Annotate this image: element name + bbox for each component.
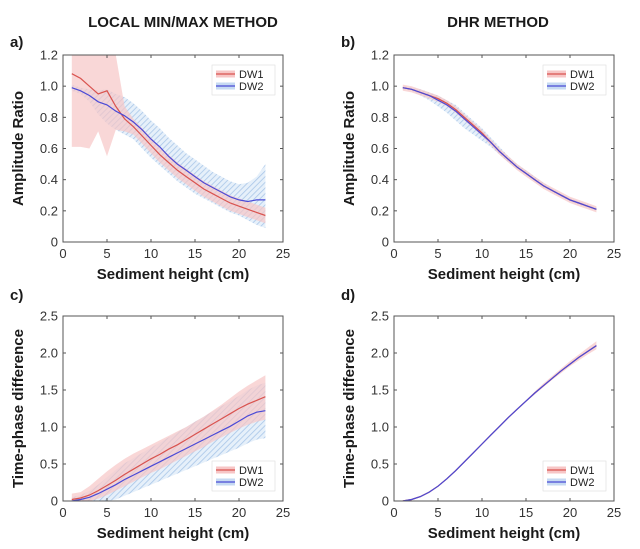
panel-label: c) (10, 287, 23, 304)
y-tick-label: 1.5 (40, 383, 58, 398)
x-axis-label: Sediment height (cm) (428, 266, 581, 283)
legend-label-dw1: DW1 (239, 69, 263, 81)
y-axis-label: Amplitude Ratio (10, 91, 27, 206)
x-axis-label: Sediment height (cm) (97, 525, 250, 542)
legend-label-dw2: DW2 (239, 81, 263, 93)
panel-a: 0 5 10 15 20 25 0 0.2 0.4 0.6 0.8 1.0 1.2 Sediment he… (10, 34, 290, 283)
y-tick-label: 1.0 (371, 79, 389, 94)
x-tick-label: 25 (607, 505, 621, 520)
y-tick-label: 0 (51, 235, 58, 250)
legend-label-dw1: DW1 (570, 69, 594, 81)
x-tick-label: 25 (607, 246, 621, 261)
band-dw1 (71, 375, 266, 501)
x-tick-label: 5 (103, 505, 110, 520)
band-dw1 (71, 55, 266, 224)
x-tick-label: 5 (434, 246, 441, 261)
y-tick-label: 0.8 (40, 110, 58, 125)
x-tick-label: 0 (390, 505, 397, 520)
x-tick-label: 25 (276, 246, 290, 261)
y-axis-label: Time-phase difference (341, 329, 358, 488)
line-dw2 (71, 87, 266, 203)
legend-label-dw2: DW2 (239, 477, 263, 489)
y-tick-label: 0 (382, 494, 389, 509)
y-tick-label: 2.0 (371, 346, 389, 361)
x-tick-label: 20 (563, 246, 577, 261)
x-tick-label: 20 (232, 505, 246, 520)
line-dw2 (71, 410, 266, 501)
x-tick-label: 5 (103, 246, 110, 261)
line-dw1 (71, 396, 266, 501)
panel-b: 0 5 10 15 20 25 0 0.2 0.4 0.6 0.8 1.0 1.2 Sediment he… (341, 34, 621, 283)
y-tick-label: 0.2 (371, 203, 389, 218)
axes-box (62, 315, 284, 502)
y-tick-label: 0 (382, 235, 389, 250)
y-tick-label: 0.4 (40, 172, 58, 187)
panel-label: a) (10, 34, 23, 51)
axes-box (393, 315, 615, 502)
plot-content (71, 375, 266, 501)
x-axis-label: Sediment height (cm) (97, 266, 250, 283)
band-dw1 (402, 84, 597, 213)
y-tick-label: 2.5 (40, 309, 58, 324)
y-tick-label: 0.8 (371, 110, 389, 125)
y-axis-label: Time-phase difference (10, 329, 27, 488)
panel-d: 0 5 10 15 20 25 0 0.5 1.0 1.5 2.0 2.5 Sediment heigh… (341, 287, 621, 542)
y-tick-label: 0.5 (371, 457, 389, 472)
y-axis-label: Amplitude Ratio (341, 91, 358, 206)
legend-label-dw2: DW2 (570, 477, 594, 489)
x-tick-label: 20 (563, 505, 577, 520)
legend-label-dw1: DW1 (239, 465, 263, 477)
x-tick-label: 10 (475, 246, 489, 261)
legend-box (211, 460, 276, 492)
panel-label: b) (341, 34, 355, 51)
right-column-title: DHR METHOD (447, 14, 549, 31)
y-tick-label: 0.4 (371, 172, 389, 187)
plot-content (71, 55, 266, 228)
panel-label: d) (341, 287, 355, 304)
y-tick-label: 1.2 (371, 48, 389, 63)
legend-box (542, 460, 607, 492)
x-tick-label: 0 (59, 246, 66, 261)
x-tick-label: 15 (188, 246, 202, 261)
panel-c: 0 5 10 15 20 25 0 0.5 1.0 1.5 2.0 2.5 Sediment heigh… (10, 287, 290, 542)
x-tick-label: 20 (232, 246, 246, 261)
line-dw2 (402, 87, 597, 210)
y-tick-label: 0.6 (371, 141, 389, 156)
x-tick-label: 15 (519, 246, 533, 261)
legend-label-dw2: DW2 (570, 81, 594, 93)
plot-content (402, 84, 597, 213)
x-tick-label: 5 (434, 505, 441, 520)
x-axis-label: Sediment height (cm) (428, 525, 581, 542)
x-tick-label: 25 (276, 505, 290, 520)
x-tick-label: 15 (188, 505, 202, 520)
y-tick-label: 1.5 (371, 383, 389, 398)
legend-box (211, 64, 276, 96)
left-column-title: LOCAL MIN/MAX METHOD (88, 14, 278, 31)
y-tick-label: 2.5 (371, 309, 389, 324)
y-tick-label: 1.2 (40, 48, 58, 63)
x-tick-label: 0 (390, 246, 397, 261)
y-tick-label: 2.0 (40, 346, 58, 361)
legend-box (542, 64, 607, 96)
y-tick-label: 0.2 (40, 203, 58, 218)
y-tick-label: 1.0 (40, 420, 58, 435)
x-tick-label: 10 (144, 246, 158, 261)
y-tick-label: 0.5 (40, 457, 58, 472)
x-tick-label: 10 (475, 505, 489, 520)
y-tick-label: 0 (51, 494, 58, 509)
legend-label-dw1: DW1 (570, 465, 594, 477)
x-tick-label: 0 (59, 505, 66, 520)
x-tick-label: 15 (519, 505, 533, 520)
y-tick-label: 1.0 (371, 420, 389, 435)
y-tick-label: 0.6 (40, 141, 58, 156)
line-dw1 (71, 73, 266, 217)
y-tick-label: 1.0 (40, 79, 58, 94)
x-tick-label: 10 (144, 505, 158, 520)
line-dw2 (402, 345, 597, 501)
plot-content (402, 341, 597, 501)
